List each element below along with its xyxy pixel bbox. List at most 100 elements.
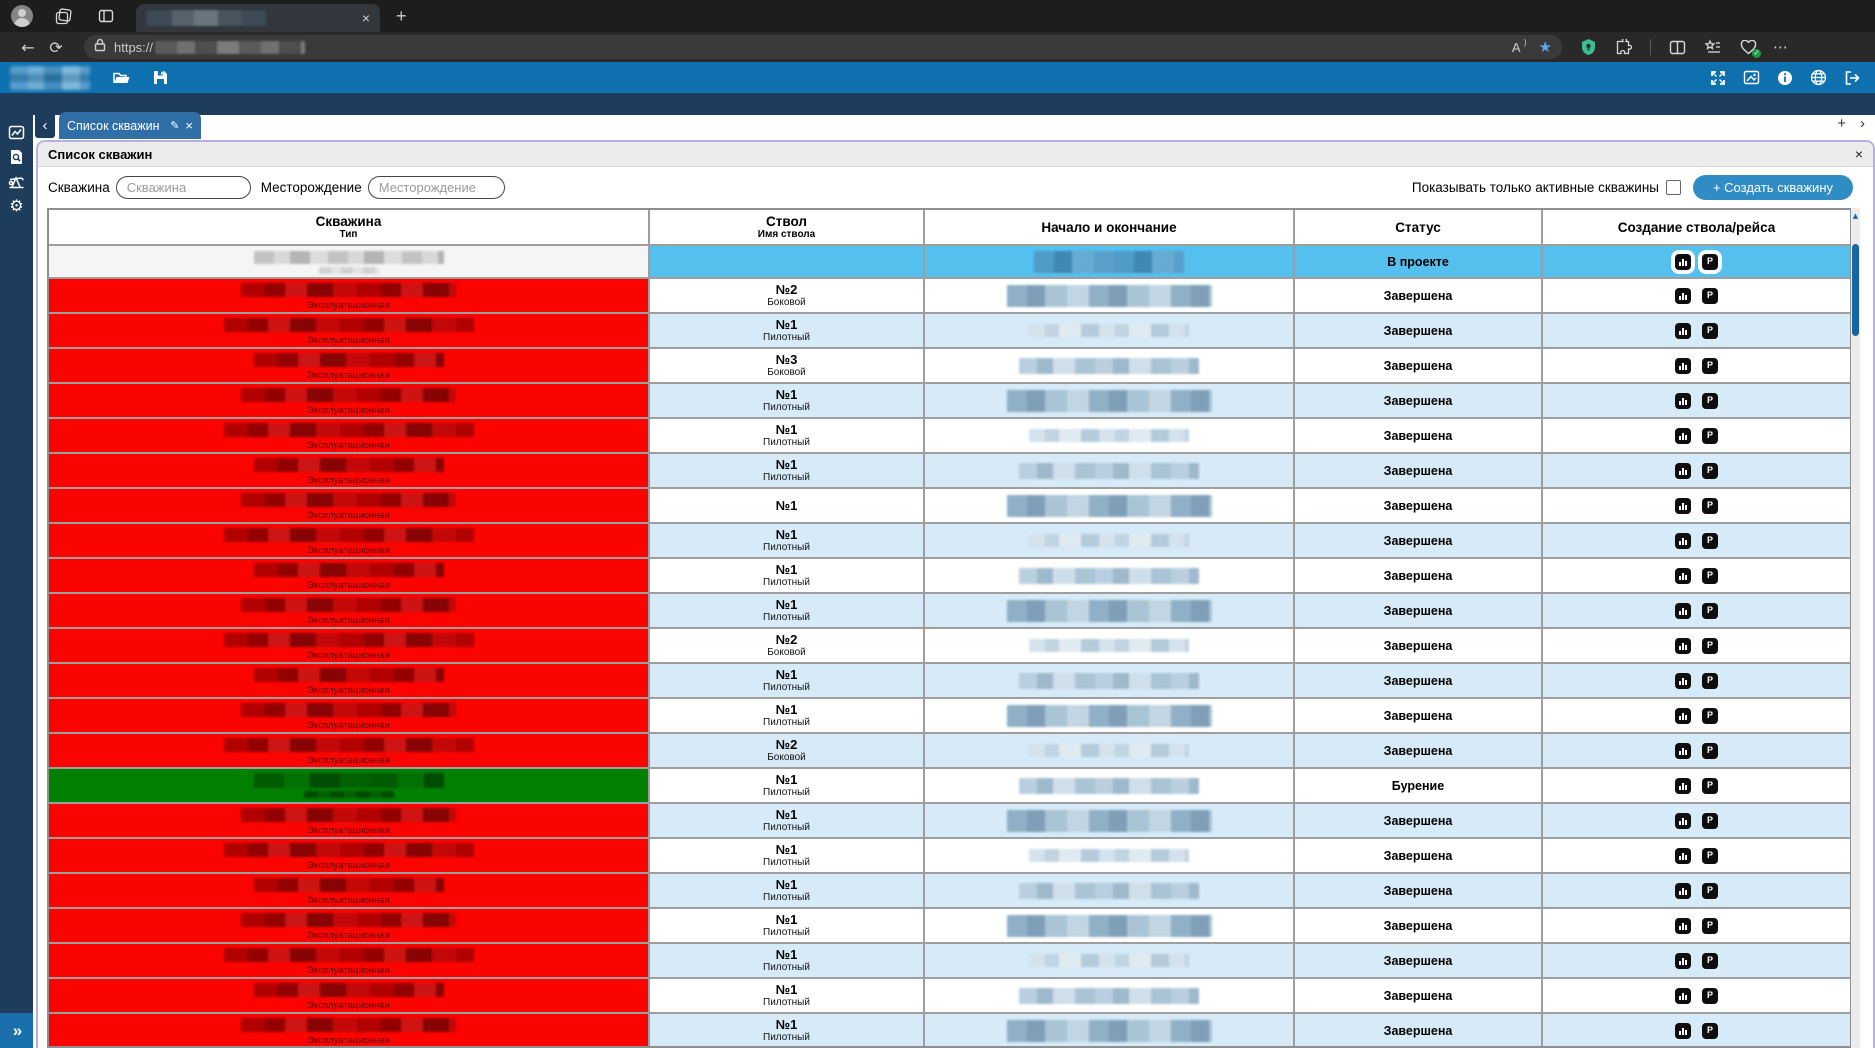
create-run-button[interactable]: Р	[1702, 567, 1718, 584]
create-bore-button[interactable]	[1675, 777, 1691, 794]
create-bore-button[interactable]	[1675, 602, 1691, 619]
sidebar-settings-icon[interactable]: ⚙	[9, 196, 24, 215]
create-run-button[interactable]: Р	[1702, 462, 1718, 479]
create-run-button[interactable]: Р	[1702, 707, 1718, 724]
create-bore-button[interactable]	[1675, 567, 1691, 584]
scrollbar-thumb[interactable]	[1852, 244, 1859, 336]
create-bore-button[interactable]	[1675, 392, 1691, 409]
table-row[interactable]: Эксплуатационная №1 Пилотный Завершена Р	[49, 979, 1850, 1014]
browser-essentials-icon[interactable]: ✓	[1740, 39, 1761, 58]
tab-actions-icon[interactable]	[98, 8, 114, 24]
create-run-button[interactable]: Р	[1702, 357, 1718, 374]
table-row[interactable]: Эксплуатационная №1 Пилотный Завершена Р	[49, 699, 1850, 734]
table-row[interactable]: В проекте Р	[49, 246, 1850, 279]
table-row[interactable]: Эксплуатационная №1 Пилотный Завершена Р	[49, 559, 1850, 594]
create-bore-button[interactable]	[1675, 847, 1691, 864]
prev-tab-chevron[interactable]: ‹	[35, 112, 55, 138]
new-tab-button[interactable]: +	[396, 5, 407, 26]
create-bore-button[interactable]	[1675, 287, 1691, 304]
table-row[interactable]: Эксплуатационная №1 Пилотный Завершена Р	[49, 314, 1850, 349]
create-run-button[interactable]: Р	[1702, 322, 1718, 339]
create-bore-button[interactable]	[1675, 812, 1691, 829]
create-bore-button[interactable]	[1675, 253, 1691, 270]
fullscreen-icon[interactable]	[1710, 70, 1726, 86]
active-only-checkbox[interactable]	[1666, 180, 1681, 195]
logout-icon[interactable]	[1844, 70, 1861, 86]
create-bore-button[interactable]	[1675, 1022, 1691, 1039]
create-bore-button[interactable]	[1675, 497, 1691, 514]
settings-more-icon[interactable]: ⋯	[1773, 39, 1789, 56]
table-row[interactable]: Эксплуатационная №1 Пилотный Завершена Р	[49, 419, 1850, 454]
create-bore-button[interactable]	[1675, 882, 1691, 899]
screenshot-icon[interactable]	[1743, 70, 1760, 85]
extensions-icon[interactable]	[1615, 38, 1632, 56]
create-run-button[interactable]: Р	[1702, 1022, 1718, 1039]
create-run-button[interactable]: Р	[1702, 497, 1718, 514]
well-filter-input[interactable]	[115, 176, 251, 199]
address-bar[interactable]: https:// A ★	[84, 35, 1562, 59]
create-bore-button[interactable]	[1675, 987, 1691, 1004]
open-folder-icon[interactable]	[112, 70, 131, 86]
browser-tab[interactable]: ×	[136, 4, 380, 32]
create-bore-button[interactable]	[1675, 322, 1691, 339]
add-app-tab-button[interactable]: +	[1837, 115, 1846, 132]
table-row[interactable]: Эксплуатационная №2 Боковой Завершена Р	[49, 279, 1850, 314]
save-icon[interactable]	[153, 70, 168, 85]
read-aloud-icon[interactable]: A	[1512, 38, 1526, 55]
scroll-up-icon[interactable]: ▲	[1852, 212, 1859, 220]
create-bore-button[interactable]	[1675, 427, 1691, 444]
collections-icon[interactable]	[1704, 39, 1722, 55]
create-bore-button[interactable]	[1675, 637, 1691, 654]
table-row[interactable]: Эксплуатационная №1 Пилотный Завершена Р	[49, 944, 1850, 979]
table-row[interactable]: Эксплуатационная №1 Пилотный Завершена Р	[49, 524, 1850, 559]
table-row[interactable]: Эксплуатационная №1 Завершена Р	[49, 489, 1850, 524]
create-run-button[interactable]: Р	[1702, 637, 1718, 654]
refresh-button[interactable]: ⟳	[49, 37, 63, 57]
create-bore-button[interactable]	[1675, 917, 1691, 934]
create-run-button[interactable]: Р	[1702, 672, 1718, 689]
create-run-button[interactable]: Р	[1702, 602, 1718, 619]
create-bore-button[interactable]	[1675, 532, 1691, 549]
create-run-button[interactable]: Р	[1702, 532, 1718, 549]
create-run-button[interactable]: Р	[1702, 882, 1718, 899]
table-row[interactable]: Эксплуатационная №1 Пилотный Завершена Р	[49, 384, 1850, 419]
table-row[interactable]: Эксплуатационная №1 Пилотный Завершена Р	[49, 909, 1850, 944]
sidebar-document-search-icon[interactable]	[9, 149, 24, 165]
create-run-button[interactable]: Р	[1702, 917, 1718, 934]
info-icon[interactable]	[1777, 70, 1793, 86]
table-row[interactable]: Эксплуатационная №1 Пилотный Завершена Р	[49, 839, 1850, 874]
sidebar-expand-button[interactable]: »	[0, 1013, 33, 1048]
table-row[interactable]: Эксплуатационная №1 Пилотный Завершена Р	[49, 664, 1850, 699]
table-row[interactable]: Эксплуатационная №1 Пилотный Завершена Р	[49, 1014, 1850, 1046]
app-tab-wells[interactable]: Список скважин ✎ ×	[59, 112, 201, 139]
field-filter-input[interactable]	[367, 176, 505, 199]
create-well-button[interactable]: + Создать скважину	[1693, 175, 1853, 200]
tab-close-icon[interactable]: ×	[361, 10, 370, 26]
table-row[interactable]: Эксплуатационная №1 Пилотный Завершена Р	[49, 454, 1850, 489]
create-bore-button[interactable]	[1675, 357, 1691, 374]
create-bore-button[interactable]	[1675, 742, 1691, 759]
back-button[interactable]: ←	[21, 37, 35, 57]
globe-icon[interactable]	[1810, 69, 1827, 86]
profile-avatar-icon[interactable]	[11, 5, 33, 27]
split-screen-icon[interactable]	[1669, 40, 1686, 55]
table-row[interactable]: Эксплуатационная №2 Боковой Завершена Р	[49, 734, 1850, 769]
workspaces-icon[interactable]	[55, 7, 72, 25]
create-run-button[interactable]: Р	[1702, 847, 1718, 864]
create-bore-button[interactable]	[1675, 462, 1691, 479]
tracking-shield-icon[interactable]	[1580, 38, 1597, 56]
create-run-button[interactable]: Р	[1702, 392, 1718, 409]
sidebar-charts-icon[interactable]	[8, 125, 25, 140]
rename-tab-icon[interactable]: ✎	[170, 119, 180, 132]
create-bore-button[interactable]	[1675, 707, 1691, 724]
panel-close-icon[interactable]: ×	[1854, 146, 1863, 162]
next-tab-chevron[interactable]: ›	[1860, 115, 1865, 132]
create-run-button[interactable]: Р	[1702, 812, 1718, 829]
create-bore-button[interactable]	[1675, 952, 1691, 969]
create-run-button[interactable]: Р	[1702, 427, 1718, 444]
table-scrollbar[interactable]: ▲	[1851, 208, 1860, 1048]
table-row[interactable]: Эксплуатационная №1 Пилотный Завершена Р	[49, 594, 1850, 629]
table-row[interactable]: Эксплуатационная №3 Боковой Завершена Р	[49, 349, 1850, 384]
table-row[interactable]: Эксплуатационная №2 Боковой Завершена Р	[49, 629, 1850, 664]
create-run-button[interactable]: Р	[1702, 777, 1718, 794]
